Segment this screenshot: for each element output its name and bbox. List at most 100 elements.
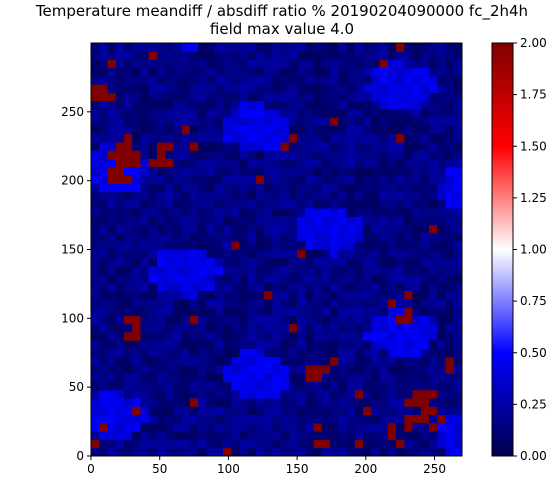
heatmap-cell [354, 381, 364, 391]
heatmap-cell [437, 117, 446, 126]
heatmap-cell [222, 365, 232, 374]
heatmap-cell [288, 84, 298, 93]
heatmap-cell [181, 175, 191, 184]
heatmap-cell [99, 224, 108, 234]
heatmap-cell [420, 447, 430, 457]
heatmap-cell [354, 125, 364, 135]
heatmap-cell [132, 423, 141, 432]
heatmap-cell [420, 332, 430, 341]
heatmap-cell [445, 59, 454, 69]
heatmap-cell [453, 282, 463, 292]
heatmap-cell [107, 199, 116, 209]
heatmap-cell [181, 373, 191, 382]
heatmap-cell [91, 323, 100, 333]
heatmap-cell [115, 266, 125, 275]
heatmap-cell [354, 100, 364, 110]
heatmap-cell [189, 142, 199, 151]
heatmap-cell [124, 373, 133, 382]
heatmap-cell [363, 59, 372, 69]
heatmap-cell [247, 249, 257, 259]
heatmap-cell [280, 92, 290, 102]
heatmap-cell [420, 183, 430, 192]
heatmap-cell [255, 67, 265, 77]
heatmap-cell [264, 59, 273, 69]
heatmap-cell [313, 439, 323, 449]
heatmap-cell [140, 439, 149, 449]
heatmap-cell [165, 340, 174, 349]
heatmap-cell [99, 51, 108, 60]
heatmap-cell [140, 233, 149, 242]
heatmap-cell [181, 282, 191, 292]
heatmap-cell [247, 109, 257, 118]
heatmap-cell [412, 150, 421, 159]
heatmap-cell [297, 142, 306, 151]
heatmap-cell [148, 290, 158, 300]
heatmap-cell [157, 158, 166, 168]
heatmap-cell [280, 290, 290, 300]
heatmap-cell [387, 340, 397, 349]
heatmap-cell [99, 133, 108, 143]
heatmap-cell [363, 299, 372, 308]
heatmap-cell [338, 389, 347, 399]
heatmap-cell [280, 365, 290, 374]
heatmap-cell [280, 241, 290, 250]
heatmap-cell [255, 100, 265, 110]
heatmap-cell [297, 315, 306, 325]
heatmap-cell [148, 117, 158, 126]
heatmap-cell [396, 191, 405, 201]
heatmap-cell [255, 216, 265, 226]
heatmap-cell [313, 282, 323, 292]
heatmap-cell [165, 59, 174, 69]
heatmap-cell [379, 249, 389, 259]
heatmap-cell [363, 381, 372, 391]
heatmap-cell [181, 150, 191, 159]
heatmap-cell [420, 423, 430, 432]
heatmap-cell [412, 406, 421, 415]
heatmap-cell [115, 356, 125, 366]
heatmap-cell [297, 233, 306, 242]
heatmap-cell [99, 191, 108, 201]
heatmap-cell [255, 175, 265, 184]
heatmap-cell [181, 59, 191, 69]
heatmap-cell [305, 373, 314, 382]
heatmap-cell [346, 183, 356, 192]
heatmap-cell [247, 133, 257, 143]
heatmap-cell [297, 224, 306, 234]
heatmap-cell [214, 216, 224, 226]
heatmap-cell [387, 332, 397, 341]
heatmap-cell [222, 431, 232, 440]
heatmap-cell [148, 414, 158, 424]
heatmap-cell [91, 423, 100, 432]
heatmap-cell [264, 299, 273, 308]
heatmap-cell [91, 166, 100, 176]
heatmap-cell [297, 332, 306, 341]
heatmap-cell [247, 142, 257, 151]
heatmap-cell [214, 414, 224, 424]
heatmap-cell [189, 315, 199, 325]
heatmap-cell [288, 133, 298, 143]
heatmap-cell [115, 414, 125, 424]
heatmap-cell [453, 133, 463, 143]
heatmap-cell [280, 332, 290, 341]
heatmap-cell [305, 299, 314, 308]
heatmap-cell [429, 323, 438, 333]
heatmap-cell [189, 307, 199, 316]
heatmap-cell [107, 59, 116, 69]
heatmap-cell [288, 439, 298, 449]
y-tick-label: 100 [61, 311, 84, 325]
heatmap-cell [247, 414, 257, 424]
heatmap-cell [297, 117, 306, 126]
heatmap-cell [387, 233, 397, 242]
heatmap-cell [453, 406, 463, 415]
heatmap-cell [313, 356, 323, 366]
heatmap-cell [173, 249, 182, 259]
heatmap-cell [396, 447, 405, 457]
heatmap-cell [99, 274, 108, 283]
heatmap-cell [379, 67, 389, 77]
colorbar-ticks: 0.000.250.500.751.001.251.501.752.00 [513, 36, 547, 463]
heatmap-cell [321, 100, 331, 110]
heatmap-cell [321, 43, 331, 52]
heatmap-cell [148, 92, 158, 102]
heatmap-cell [222, 406, 232, 415]
heatmap-cell [396, 340, 405, 349]
